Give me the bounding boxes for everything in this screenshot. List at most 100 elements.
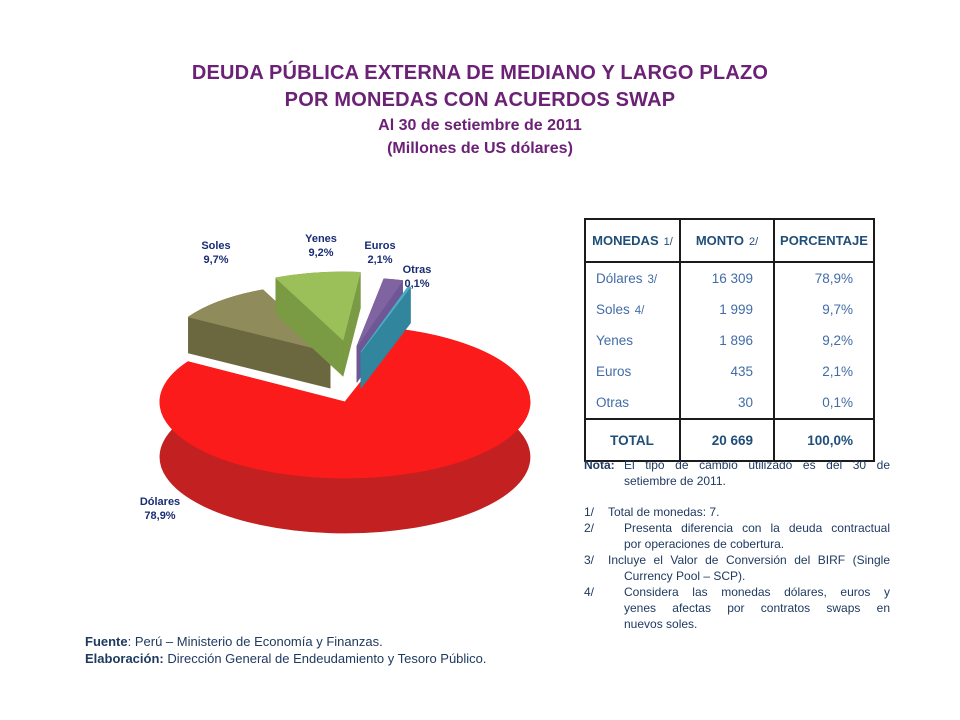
cell-pct: 0,1% (773, 387, 875, 419)
cell-pct: 2,1% (773, 356, 875, 387)
data-table: MONEDAS 1/ MONTO 2/ PORCENTAJE Dólares 3/ 1… (584, 218, 875, 462)
table-header-porcentaje: PORCENTAJE (773, 219, 875, 263)
pie-slice-otras-top (360, 286, 411, 353)
cell-monto: 30 (679, 387, 775, 419)
pie-chart (159, 271, 531, 534)
chart-title-line-4: (Millones de US dólares) (387, 140, 573, 157)
fuente-label: Fuente (85, 634, 128, 649)
footnote-marker: 3/ (584, 553, 595, 567)
footnote-line: Presenta diferencia con la deuda contrac… (624, 521, 890, 535)
pie-label-soles-name: Soles (201, 240, 231, 252)
pie-slice-yenes-top (275, 271, 361, 341)
source: Fuente: Perú – Ministerio de Economía y … (85, 633, 487, 667)
chart-title-line-3: Al 30 de setiembre de 2011 (378, 117, 582, 134)
nota-line: setiembre de 2011. (624, 474, 726, 488)
pie-label-otras-name: Otras (402, 264, 432, 276)
footnote-line: Total de monedas: 7. (608, 505, 720, 519)
pie-slice-soles-top (188, 289, 331, 353)
moneda-ref: 3/ (647, 274, 658, 286)
pie-label-yenes: Yenes 9,2% (305, 232, 337, 260)
cell-pct: 9,7% (773, 294, 875, 325)
header-monedas-label: MONEDAS (592, 233, 659, 248)
footnote-line: por operaciones de cobertura. (624, 537, 785, 551)
pie-label-dolares: Dólares 78,9% (140, 495, 180, 523)
footnote-line: Currency Pool – SCP). (624, 569, 746, 583)
nota-text: El tipo de cambio utilizado es del 30 de… (624, 457, 890, 489)
nota: Nota: El tipo de cambio utilizado es del… (584, 457, 890, 489)
pie-label-euros: Euros 2,1% (364, 239, 395, 267)
table-row-dolares: Dólares 3/ 16 309 78,9% (584, 262, 875, 294)
footnote-marker: 1/ (584, 505, 595, 519)
pie-label-euros-pct: 2,1% (367, 254, 393, 266)
footnote-text: Presenta diferencia con la deuda contrac… (608, 520, 890, 552)
pie-label-yenes-name: Yenes (305, 233, 337, 245)
table-row-euros: Euros 435 2,1% (584, 356, 875, 387)
footnote-text: Incluye el Valor de Conversión del BIRF … (608, 552, 890, 584)
pie-label-yenes-pct: 9,2% (308, 247, 334, 259)
cell-pct: 9,2% (773, 325, 875, 356)
table-row-yenes: Yenes 1 896 9,2% (584, 325, 875, 356)
header-monto-label: MONTO (695, 233, 744, 248)
pie-slice-dolares-top (159, 329, 531, 479)
table-total-row: TOTAL 20 669 100,0% (584, 418, 875, 461)
moneda-ref: 4/ (634, 305, 645, 317)
header-monto-ref: 2/ (748, 236, 759, 248)
moneda-name: Dólares (596, 271, 643, 286)
pie-label-soles: Soles 9,7% (201, 239, 230, 267)
cell-moneda: Dólares 3/ (584, 262, 681, 294)
fuente-text: : Perú – Ministerio de Economía y Finanz… (127, 634, 383, 649)
cell-pct: 78,9% (773, 262, 875, 294)
footnote-text: Total de monedas: 7. (608, 504, 890, 520)
table-row-otras: Otras 30 0,1% (584, 387, 875, 419)
pie-label-soles-pct: 9,7% (203, 254, 229, 266)
pie-label-otras-pct: 0,1% (404, 278, 430, 290)
footnote-marker: 4/ (584, 585, 595, 599)
elaboracion-text: Dirección General de Endeudamiento y Tes… (163, 651, 487, 666)
pie-label-otras: Otras 0,1% (403, 263, 432, 291)
pie-slice-euros-top (356, 278, 403, 347)
pie-label-euros-name: Euros (364, 240, 396, 252)
pie-label-dolares-name: Dólares (139, 496, 181, 508)
pie-label-dolares-pct: 78,9% (144, 510, 176, 522)
nota-label: Nota: (584, 458, 615, 472)
cell-moneda: Yenes (584, 325, 681, 356)
cell-moneda: Euros (584, 356, 681, 387)
total-pct: 100,0% (773, 418, 875, 461)
elaboracion-label: Elaboración: (85, 651, 164, 666)
notes: Nota: El tipo de cambio utilizado es del… (584, 457, 890, 632)
footnote-line: Considera las monedas dólares, euros y (624, 585, 890, 599)
source-elaboracion: Elaboración: Dirección General de Endeud… (85, 650, 487, 667)
footnote-marker: 2/ (584, 521, 595, 535)
cell-moneda: Otras (584, 387, 681, 419)
total-monto: 20 669 (679, 418, 775, 461)
cell-monto: 435 (679, 356, 775, 387)
moneda-name: Soles (596, 302, 630, 317)
chart-title: DEUDA PÚBLICA EXTERNA DE MEDIANO Y LARGO… (0, 60, 960, 160)
table-header-row: MONEDAS 1/ MONTO 2/ PORCENTAJE (584, 219, 875, 263)
moneda-name: Euros (596, 364, 632, 379)
table-row-soles: Soles 4/ 1 999 9,7% (584, 294, 875, 325)
moneda-name: Yenes (596, 333, 634, 348)
footnote-2: 2/ Presenta diferencia con la deuda cont… (584, 520, 890, 552)
cell-monto: 1 896 (679, 325, 775, 356)
source-fuente: Fuente: Perú – Ministerio de Economía y … (85, 633, 487, 650)
chart-title-line-1: DEUDA PÚBLICA EXTERNA DE MEDIANO Y LARGO… (191, 62, 769, 84)
cell-monto: 16 309 (679, 262, 775, 294)
footnote-1: 1/ Total de monedas: 7. (584, 504, 890, 520)
footnote-4: 4/ Considera las monedas dólares, euros … (584, 584, 890, 632)
chart-title-line-2: POR MONEDAS CON ACUERDOS SWAP (284, 89, 676, 111)
total-label: TOTAL (584, 418, 681, 461)
footnote-line: nuevos soles. (624, 617, 698, 631)
footnote-line: yenes afectas por contratos swaps en (624, 601, 890, 615)
cell-moneda: Soles 4/ (584, 294, 681, 325)
table-header-monto: MONTO 2/ (679, 219, 775, 263)
cell-monto: 1 999 (679, 294, 775, 325)
table-header-monedas: MONEDAS 1/ (584, 219, 681, 263)
nota-line: El tipo de cambio utilizado es del 30 de (624, 458, 890, 472)
moneda-name: Otras (596, 395, 630, 410)
footnote-text: Considera las monedas dólares, euros y y… (608, 584, 890, 632)
footnote-3: 3/ Incluye el Valor de Conversión del BI… (584, 552, 890, 584)
footnote-line: Incluye el Valor de Conversión del BIRF … (608, 553, 890, 567)
header-monedas-ref: 1/ (663, 236, 673, 248)
